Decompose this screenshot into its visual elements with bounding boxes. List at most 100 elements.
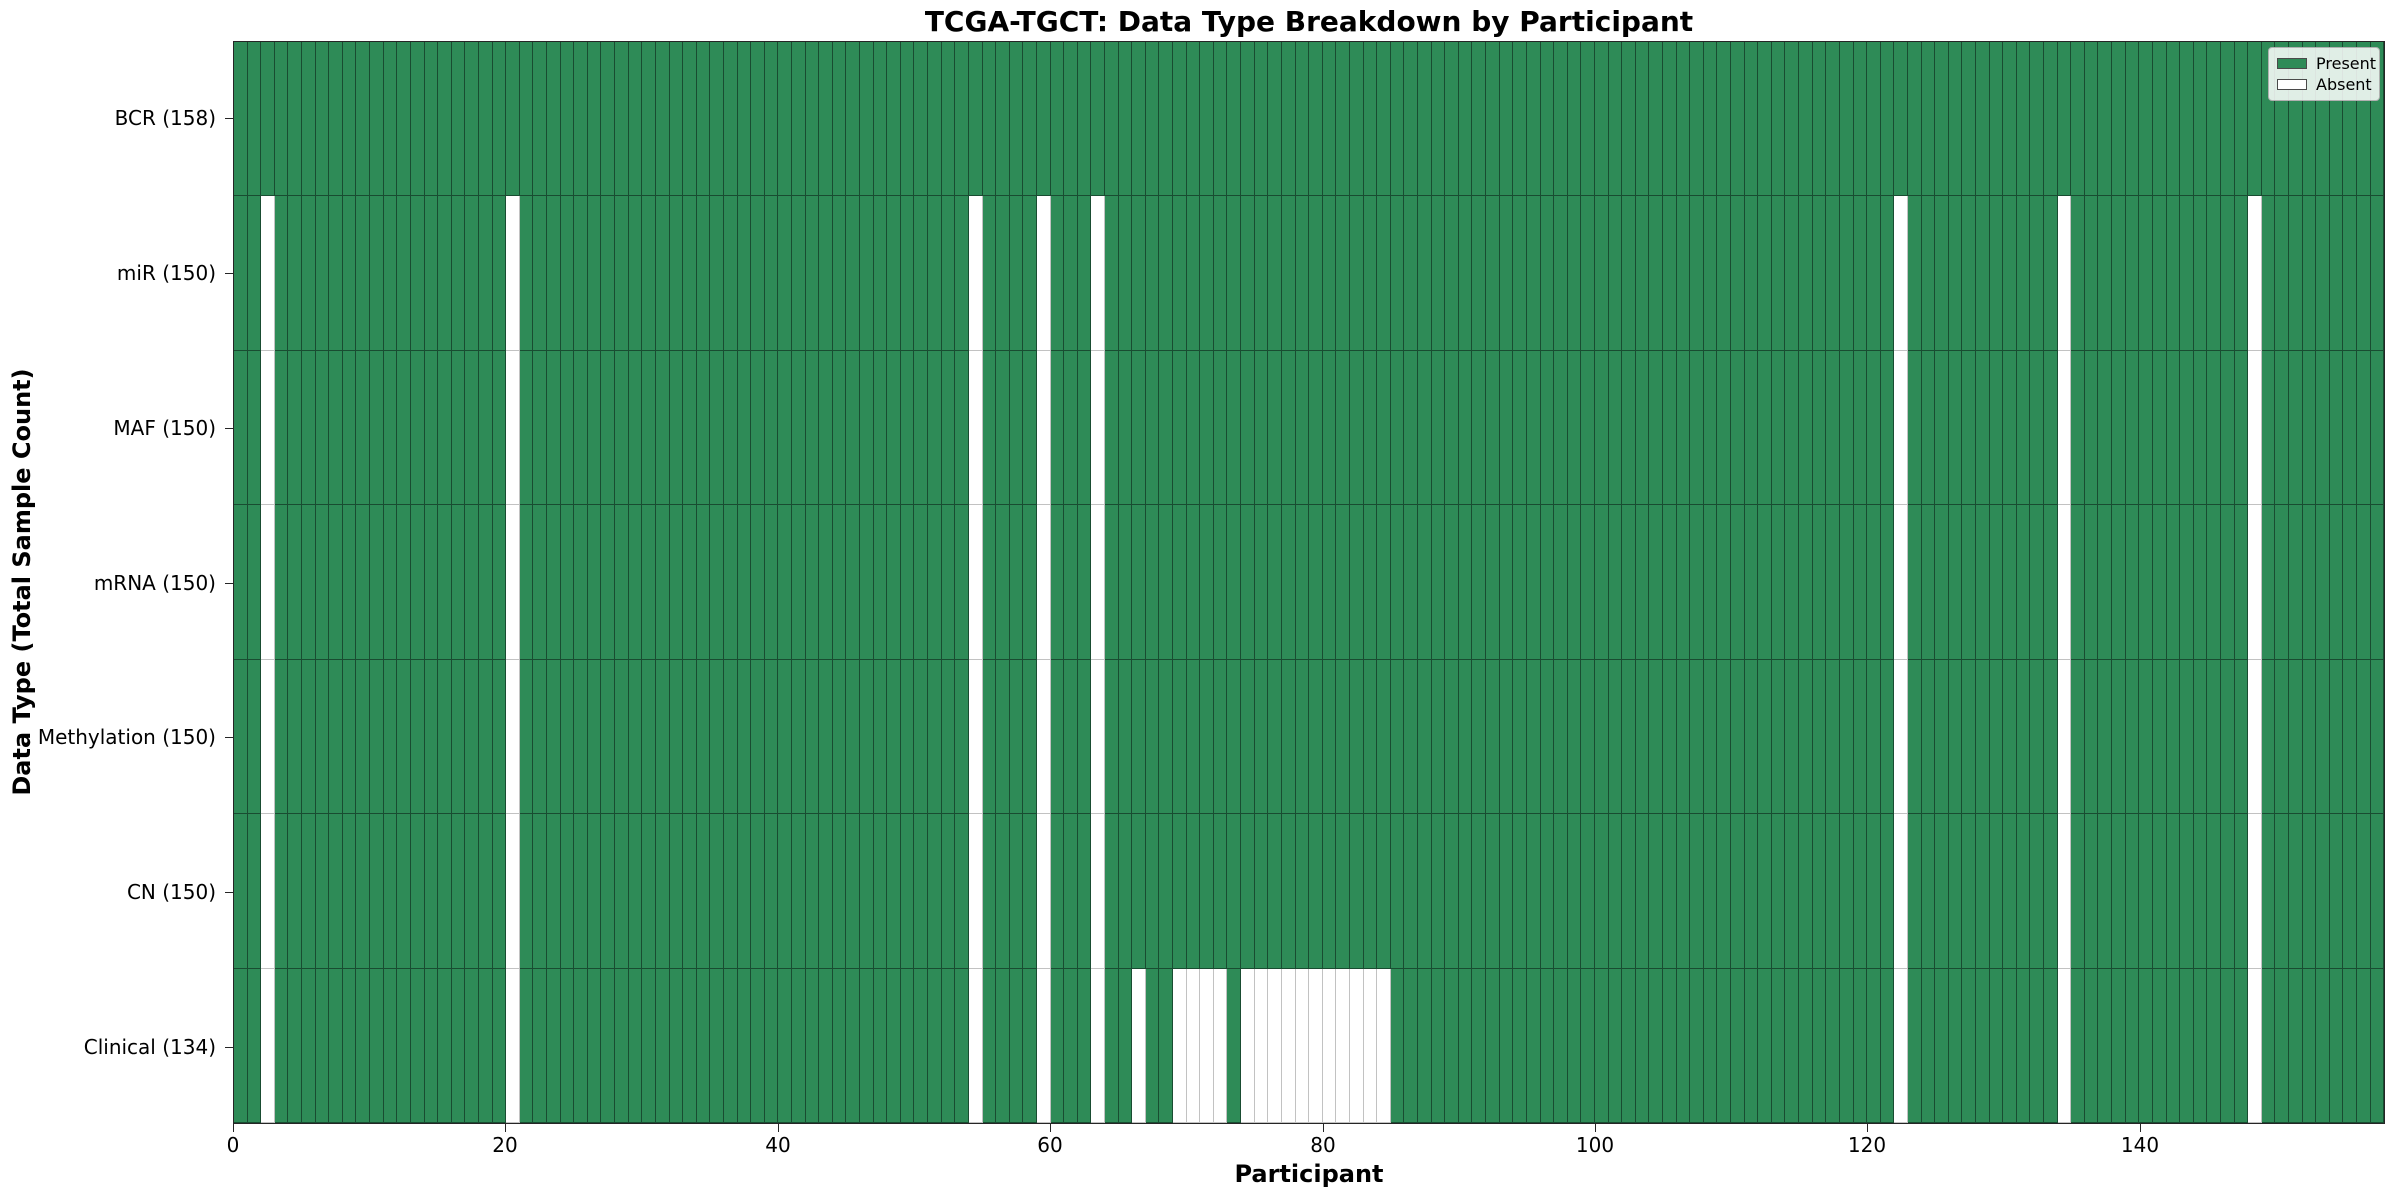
grid-cell	[2139, 196, 2153, 351]
grid-cell	[1935, 196, 1949, 351]
grid-cell	[288, 42, 303, 197]
grid-cell	[356, 968, 371, 1123]
grid-cell	[1118, 659, 1133, 815]
grid-cell	[1948, 196, 1963, 351]
grid-cell	[1935, 968, 1949, 1123]
grid-cell	[1227, 196, 1242, 351]
grid-cell	[805, 659, 820, 815]
grid-cell	[1717, 659, 1732, 815]
grid-cell	[968, 659, 983, 815]
grid-cell	[1622, 659, 1636, 815]
grid-cell	[2275, 968, 2290, 1123]
grid-cell	[1091, 968, 1105, 1123]
x-tick-label-20: 20	[492, 1133, 518, 1157]
grid-cell	[2220, 196, 2235, 351]
y-tick-mark	[225, 1047, 233, 1048]
grid-cell	[1159, 968, 1174, 1123]
grid-cell	[955, 968, 969, 1123]
grid-cell	[2329, 968, 2344, 1123]
grid-cell	[2261, 659, 2276, 815]
grid-cell	[642, 968, 656, 1123]
grid-cell	[996, 505, 1010, 660]
grid-cell	[2180, 505, 2194, 660]
grid-cell	[2030, 659, 2045, 815]
grid-cell	[288, 196, 303, 351]
grid-cell	[1839, 814, 1854, 969]
grid-cell	[601, 196, 616, 351]
grid-cell	[819, 196, 833, 351]
grid-cell	[261, 350, 275, 506]
grid-cell	[887, 968, 901, 1123]
grid-cell	[1526, 196, 1541, 351]
grid-cell	[1581, 350, 1595, 506]
grid-cell	[928, 814, 942, 969]
grid-cell	[1649, 968, 1663, 1123]
grid-cell	[1867, 196, 1881, 351]
grid-cell	[1363, 350, 1378, 506]
grid-cell	[1853, 659, 1868, 815]
grid-cell	[1526, 659, 1541, 815]
grid-cell	[2044, 196, 2058, 351]
grid-cell	[1703, 814, 1718, 969]
grid-cell	[805, 42, 820, 197]
grid-cell	[642, 659, 656, 815]
grid-cell	[1771, 814, 1786, 969]
grid-cell	[1635, 505, 1650, 660]
grid-cell	[655, 968, 670, 1123]
grid-cell	[1894, 814, 1908, 969]
grid-cell	[996, 814, 1010, 969]
grid-cell	[1077, 968, 1092, 1123]
grid-cell	[274, 196, 289, 351]
grid-cell	[1567, 42, 1582, 197]
grid-cell	[1036, 350, 1051, 506]
grid-cell	[2316, 968, 2330, 1123]
grid-cell	[1676, 42, 1691, 197]
y-tick-mark	[225, 118, 233, 119]
grid-cell	[1132, 350, 1146, 506]
grid-cell	[1091, 350, 1105, 506]
grid-cell	[1962, 814, 1976, 969]
grid-cell	[370, 42, 384, 197]
grid-cell	[873, 659, 888, 815]
grid-cell	[1771, 42, 1786, 197]
grid-cell	[655, 196, 670, 351]
grid-cell	[1404, 196, 1419, 351]
grid-cell	[1132, 659, 1146, 815]
grid-cell	[982, 196, 997, 351]
grid-cell	[1907, 659, 1922, 815]
grid-cell	[764, 42, 779, 197]
grid-cell	[1921, 350, 1936, 506]
grid-cell	[1363, 505, 1378, 660]
grid-cell	[900, 814, 915, 969]
grid-cell	[2261, 814, 2276, 969]
grid-cell	[1880, 42, 1895, 197]
grid-cell	[832, 968, 847, 1123]
grid-cell	[791, 350, 806, 506]
grid-cell	[315, 505, 330, 660]
grid-cell	[941, 196, 956, 351]
grid-cell	[696, 659, 711, 815]
grid-cell	[2098, 196, 2113, 351]
grid-cell	[587, 42, 602, 197]
grid-cell	[1989, 196, 2004, 351]
grid-cell	[451, 814, 466, 969]
grid-cell	[2003, 659, 2017, 815]
grid-cell	[424, 814, 439, 969]
grid-cell	[1853, 350, 1868, 506]
grid-cell	[1662, 814, 1677, 969]
grid-cell	[1390, 196, 1405, 351]
y-tick-label-cn: CN (150)	[126, 879, 216, 904]
grid-cell	[1363, 42, 1378, 197]
grid-cell	[1036, 659, 1051, 815]
grid-cell	[1581, 505, 1595, 660]
grid-cell	[1132, 42, 1146, 197]
x-tick-mark	[2140, 1124, 2141, 1132]
grid-cell	[941, 814, 956, 969]
grid-cell	[1921, 968, 1936, 1123]
grid-cell	[819, 350, 833, 506]
grid-cell	[1309, 505, 1323, 660]
grid-cell	[819, 814, 833, 969]
grid-cell	[1268, 196, 1282, 351]
grid-cell	[1295, 505, 1310, 660]
grid-cell	[955, 196, 969, 351]
